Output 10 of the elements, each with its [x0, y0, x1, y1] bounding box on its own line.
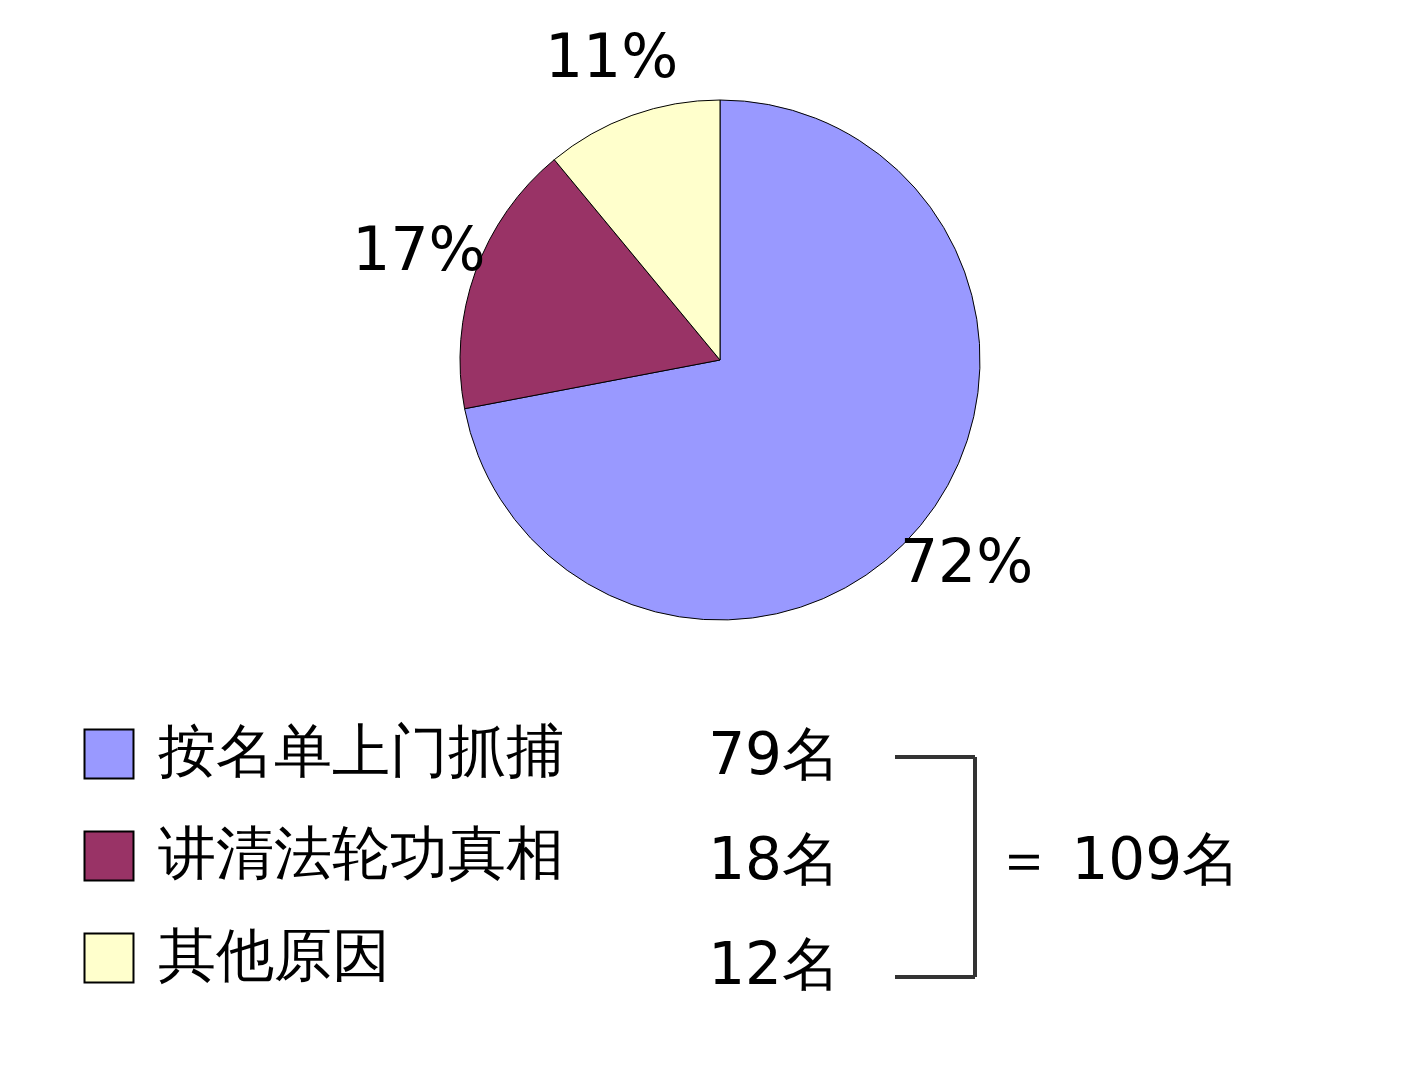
text: ＝ 109名 [995, 825, 1241, 893]
legend-label: 其他原因 [158, 921, 390, 989]
data-label: 17% [352, 213, 486, 284]
text: 18名 [708, 825, 840, 893]
legend-label: 按名单上门抓捕 [158, 717, 564, 785]
text: 12名 [708, 930, 840, 998]
data-label: 11% [544, 20, 679, 91]
legend-label: 讲清法轮功真相 [158, 819, 564, 887]
data-label: 72% [899, 525, 1034, 596]
text: 79名 [708, 720, 840, 788]
